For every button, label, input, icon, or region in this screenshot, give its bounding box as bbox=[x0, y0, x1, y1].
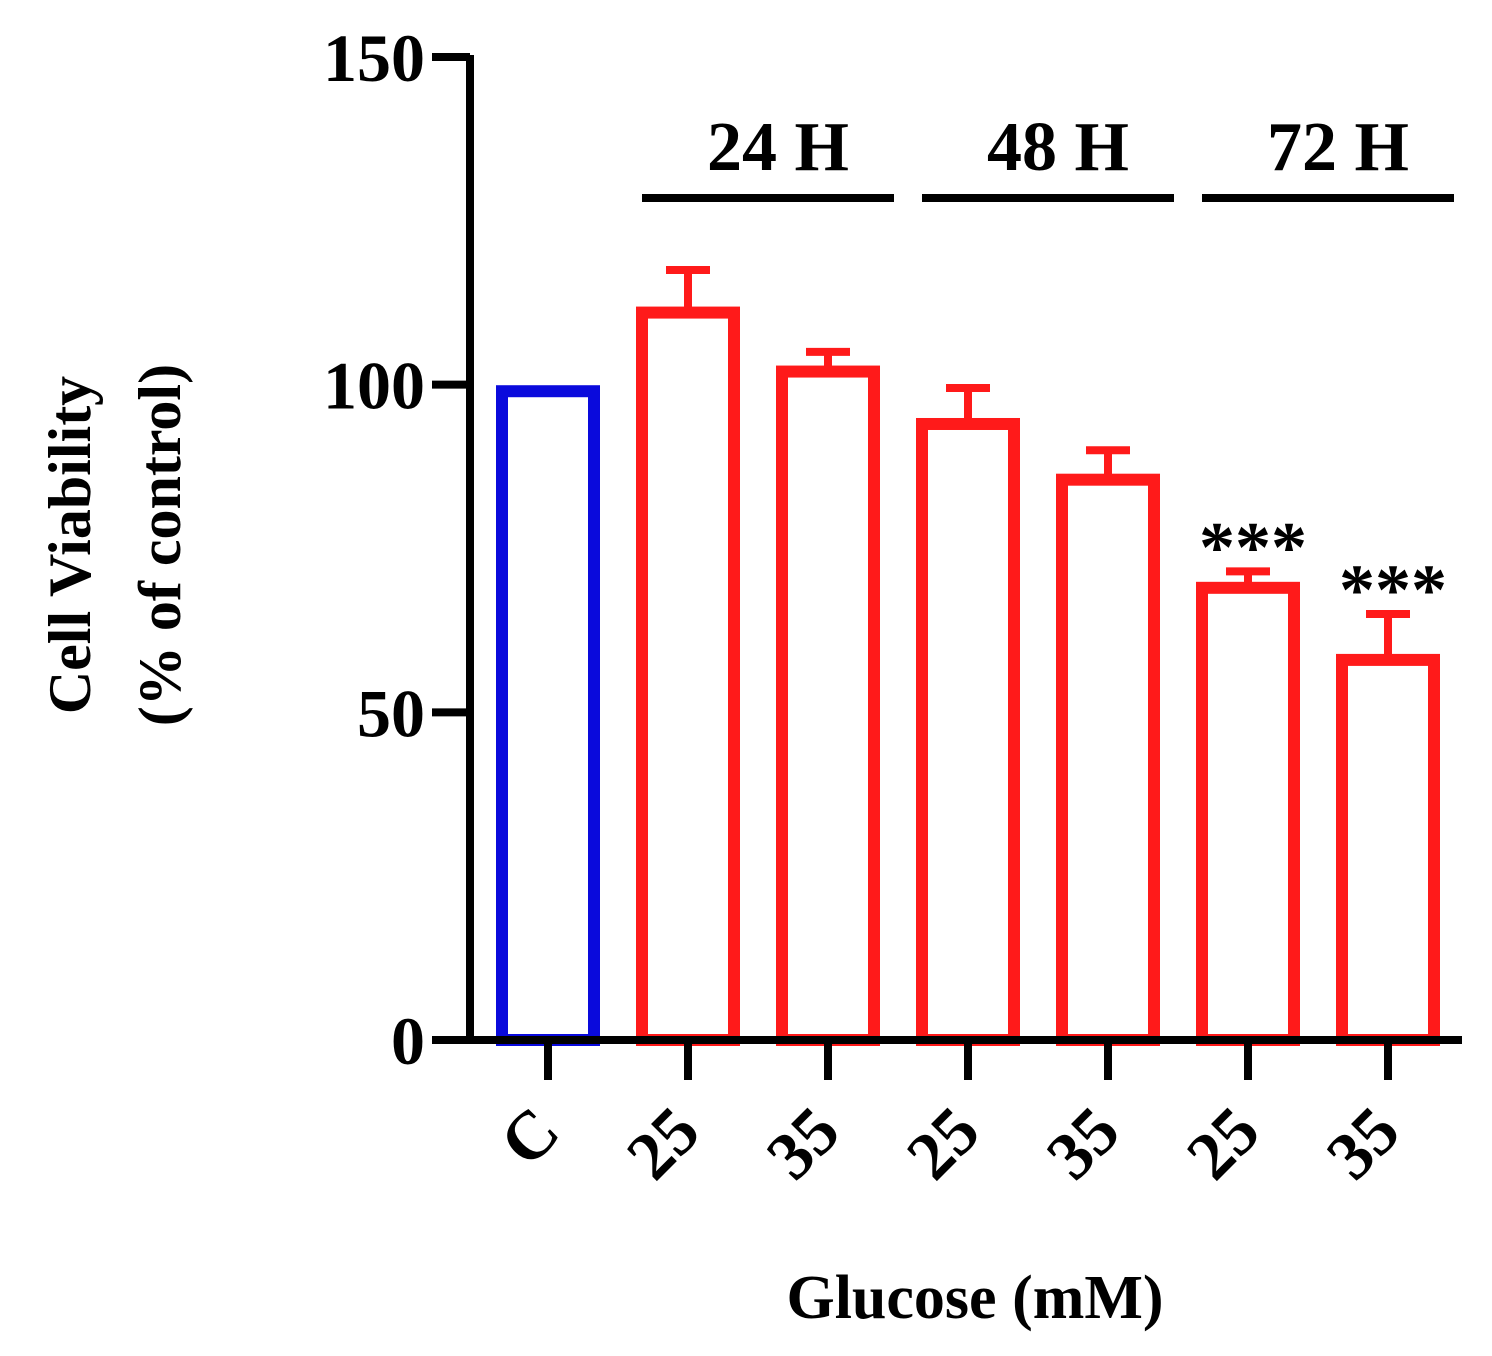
x-tick-label-2: 35 bbox=[752, 1092, 854, 1194]
x-tick-label-1: 25 bbox=[612, 1092, 714, 1194]
bar-0 bbox=[496, 385, 600, 1047]
bar-3 bbox=[916, 417, 1020, 1046]
y-tick-label-3: 150 bbox=[323, 20, 425, 96]
group-label-1: 48 H bbox=[987, 109, 1129, 186]
group-label-2: 72 H bbox=[1267, 109, 1409, 186]
axes-layer bbox=[432, 53, 1462, 1080]
y-axis-label-line1: Cell Viability bbox=[37, 376, 103, 714]
bar-1 bbox=[636, 306, 740, 1046]
x-axis-label: Glucose (mM) bbox=[786, 1264, 1163, 1332]
y-tick-label-1: 50 bbox=[357, 675, 425, 751]
x-tick-label-0: C bbox=[485, 1092, 573, 1180]
significance-label-5: *** bbox=[1199, 507, 1307, 587]
bar-6 bbox=[1336, 653, 1440, 1046]
x-tick-label-6: 35 bbox=[1312, 1092, 1414, 1194]
bar-4 bbox=[1056, 473, 1160, 1046]
x-tick-label-5: 25 bbox=[1172, 1092, 1274, 1194]
group-label-0: 24 H bbox=[707, 109, 849, 186]
x-tick-label-4: 35 bbox=[1032, 1092, 1134, 1194]
y-axis-label-line2: (% of control) bbox=[127, 364, 193, 726]
y-tick-label-0: 0 bbox=[391, 1003, 425, 1079]
significance-label-6: *** bbox=[1339, 550, 1447, 630]
bar-5 bbox=[1196, 581, 1300, 1046]
bar-2 bbox=[776, 365, 880, 1046]
x-tick-label-3: 25 bbox=[892, 1092, 994, 1194]
bars-layer bbox=[496, 265, 1440, 1047]
y-tick-label-2: 100 bbox=[323, 348, 425, 424]
